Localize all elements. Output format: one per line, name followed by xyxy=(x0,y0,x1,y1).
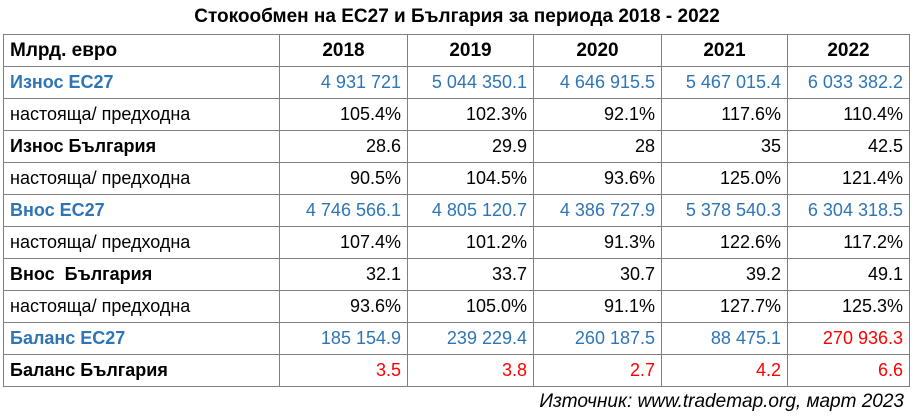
table-cell: 35 xyxy=(661,130,788,163)
header-row: Млрд. евро 2018 2019 2020 2021 2022 xyxy=(3,34,910,67)
table-cell: 107.4% xyxy=(279,226,408,259)
table-cell: 5 044 350.1 xyxy=(407,66,534,99)
table-cell: 125.0% xyxy=(661,162,788,195)
table-cell: 102.3% xyxy=(407,98,534,131)
table-cell: 4 386 727.9 xyxy=(533,194,662,227)
row-balance-eu27: Баланс ЕС27 185 154.9 239 229.4 260 187.… xyxy=(3,322,910,355)
row-import-bulgaria: Внос България 32.1 33.7 30.7 39.2 49.1 xyxy=(3,258,910,291)
table-cell: 28.6 xyxy=(279,130,408,163)
row-import-bulgaria-ratio: настояща/ предходна 93.6% 105.0% 91.1% 1… xyxy=(3,290,910,323)
source-note: Източник: www.trademap.org, март 2023 xyxy=(539,391,904,412)
table-cell: 2.7 xyxy=(533,354,662,387)
table-cell: 28 xyxy=(533,130,662,163)
table-cell: 239 229.4 xyxy=(407,322,534,355)
table-cell: 117.2% xyxy=(787,226,910,259)
row-export-bulgaria-ratio: настояща/ предходна 90.5% 104.5% 93.6% 1… xyxy=(3,162,910,195)
table-cell: 117.6% xyxy=(661,98,788,131)
header-year-2022: 2022 xyxy=(787,34,910,67)
row-label: Баланс България xyxy=(3,354,280,387)
table-cell: 260 187.5 xyxy=(533,322,662,355)
trade-table: Млрд. евро 2018 2019 2020 2021 2022 Изно… xyxy=(3,34,910,387)
table-cell: 39.2 xyxy=(661,258,788,291)
table-cell: 93.6% xyxy=(279,290,408,323)
row-label: настояща/ предходна xyxy=(3,290,280,323)
row-export-eu27: Износ ЕС27 4 931 721 5 044 350.1 4 646 9… xyxy=(3,66,910,99)
table-cell: 4.2 xyxy=(661,354,788,387)
row-label: Износ България xyxy=(3,130,280,163)
table-cell: 4 931 721 xyxy=(279,66,408,99)
table-cell: 91.1% xyxy=(533,290,662,323)
table-cell: 42.5 xyxy=(787,130,910,163)
table-cell: 4 646 915.5 xyxy=(533,66,662,99)
header-year-2019: 2019 xyxy=(407,34,534,67)
row-label: настояща/ предходна xyxy=(3,162,280,195)
row-import-eu27-ratio: настояща/ предходна 107.4% 101.2% 91.3% … xyxy=(3,226,910,259)
table-cell: 185 154.9 xyxy=(279,322,408,355)
table-cell: 110.4% xyxy=(787,98,910,131)
table-cell: 122.6% xyxy=(661,226,788,259)
table-cell: 33.7 xyxy=(407,258,534,291)
row-import-eu27: Внос ЕС27 4 746 566.1 4 805 120.7 4 386 … xyxy=(3,194,910,227)
row-label: Износ ЕС27 xyxy=(3,66,280,99)
row-label: Внос ЕС27 xyxy=(3,194,280,227)
table-cell: 6 304 318.5 xyxy=(787,194,910,227)
table-cell: 29.9 xyxy=(407,130,534,163)
table-cell: 91.3% xyxy=(533,226,662,259)
table-cell: 105.0% xyxy=(407,290,534,323)
header-year-2020: 2020 xyxy=(533,34,662,67)
table-cell: 4 746 566.1 xyxy=(279,194,408,227)
row-label: настояща/ предходна xyxy=(3,226,280,259)
table-cell: 3.5 xyxy=(279,354,408,387)
table-cell: 49.1 xyxy=(787,258,910,291)
row-label: Баланс ЕС27 xyxy=(3,322,280,355)
table-cell: 127.7% xyxy=(661,290,788,323)
row-label: настояща/ предходна xyxy=(3,98,280,131)
row-export-bulgaria: Износ България 28.6 29.9 28 35 42.5 xyxy=(3,130,910,163)
table-cell: 4 805 120.7 xyxy=(407,194,534,227)
table-cell: 121.4% xyxy=(787,162,910,195)
table-cell: 5 467 015.4 xyxy=(661,66,788,99)
table-cell: 105.4% xyxy=(279,98,408,131)
table-cell: 3.8 xyxy=(407,354,534,387)
table-cell: 32.1 xyxy=(279,258,408,291)
table-cell: 6 033 382.2 xyxy=(787,66,910,99)
table-cell: 92.1% xyxy=(533,98,662,131)
header-year-2021: 2021 xyxy=(661,34,788,67)
table-cell: 5 378 540.3 xyxy=(661,194,788,227)
table-cell: 90.5% xyxy=(279,162,408,195)
row-export-eu27-ratio: настояща/ предходна 105.4% 102.3% 92.1% … xyxy=(3,98,910,131)
table-title: Стокообмен на ЕС27 и България за периода… xyxy=(194,6,720,27)
table-cell: 270 936.3 xyxy=(787,322,910,355)
row-label: Внос България xyxy=(3,258,280,291)
table-cell: 101.2% xyxy=(407,226,534,259)
table-cell: 93.6% xyxy=(533,162,662,195)
table-cell: 125.3% xyxy=(787,290,910,323)
row-balance-bulgaria: Баланс България 3.5 3.8 2.7 4.2 6.6 xyxy=(3,354,910,387)
header-year-2018: 2018 xyxy=(279,34,408,67)
table-cell: 88 475.1 xyxy=(661,322,788,355)
table-cell: 104.5% xyxy=(407,162,534,195)
header-unit-label: Млрд. евро xyxy=(3,34,280,67)
table-cell: 6.6 xyxy=(787,354,910,387)
table-cell: 30.7 xyxy=(533,258,662,291)
